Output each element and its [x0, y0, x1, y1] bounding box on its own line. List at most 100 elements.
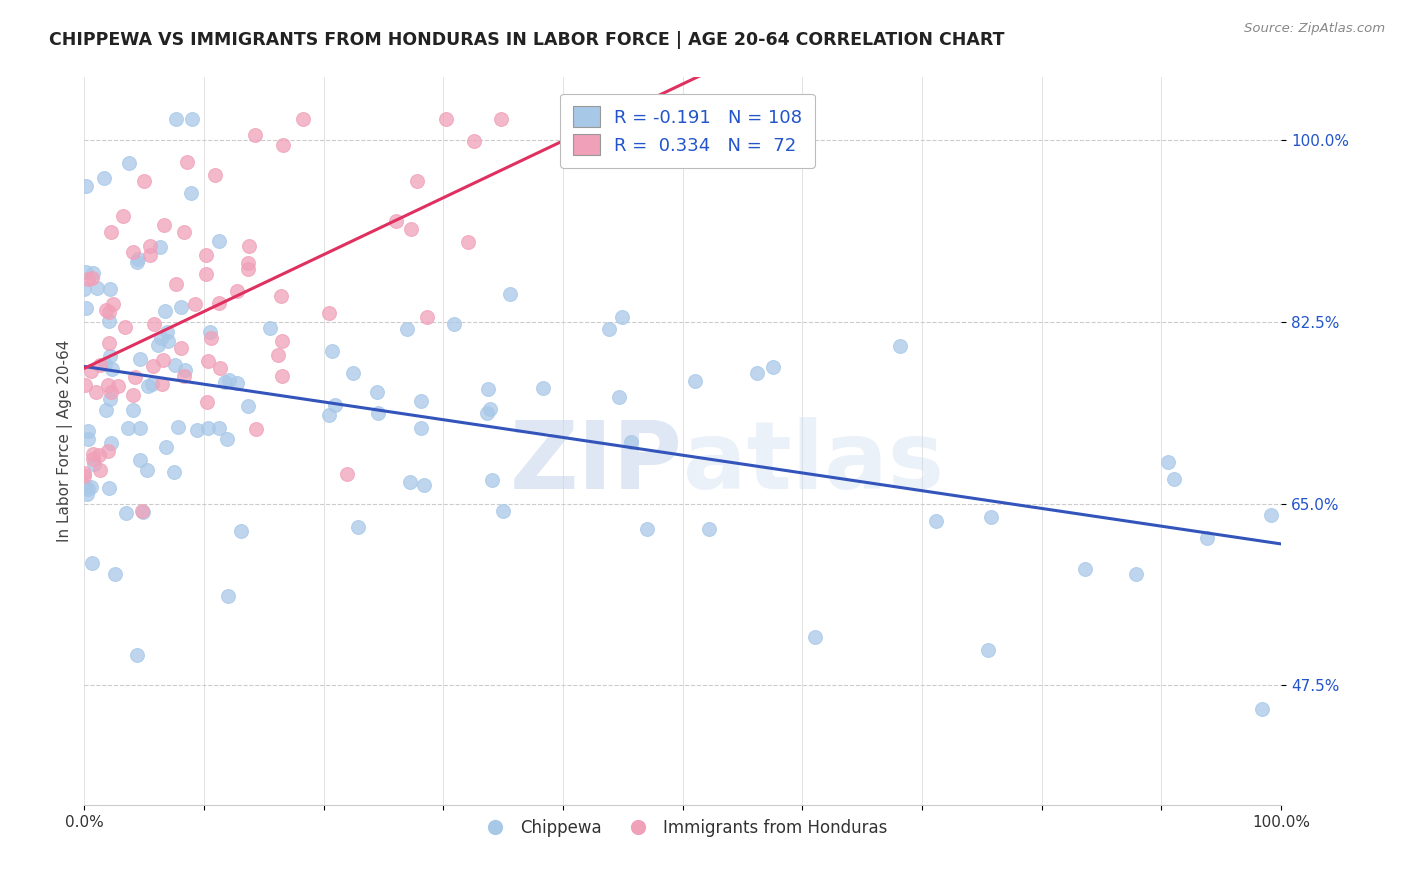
Point: [1260, 508, 1282, 522]
Point: [475, 406, 498, 420]
Point: [259, 321, 281, 335]
Point: [98, 304, 121, 318]
Point: [1125, 567, 1147, 582]
Point: [1195, 531, 1218, 545]
Point: [139, 238, 162, 252]
Point: [111, 209, 134, 223]
Point: [100, 436, 122, 450]
Point: [98, 349, 121, 363]
Point: [197, 421, 219, 435]
Point: [173, 363, 195, 377]
Point: [82, 266, 104, 280]
Point: [124, 370, 146, 384]
Point: [165, 112, 187, 126]
Point: [186, 423, 208, 437]
Point: [75, 301, 97, 315]
Point: [292, 112, 315, 126]
Point: [1163, 472, 1185, 486]
Point: [122, 244, 145, 259]
Point: [267, 348, 290, 362]
Point: [214, 375, 236, 389]
Point: [620, 435, 643, 450]
Point: [697, 522, 720, 536]
Point: [131, 505, 153, 519]
Point: [318, 306, 340, 320]
Point: [135, 463, 157, 477]
Point: [195, 267, 218, 281]
Point: [197, 394, 219, 409]
Point: [73, 479, 96, 493]
Point: [150, 331, 173, 345]
Point: [122, 403, 145, 417]
Point: [118, 155, 141, 169]
Point: [132, 174, 155, 188]
Point: [129, 351, 152, 366]
Point: [148, 240, 170, 254]
Point: [889, 339, 911, 353]
Text: CHIPPEWA VS IMMIGRANTS FROM HONDURAS IN LABOR FORCE | AGE 20-64 CORRELATION CHAR: CHIPPEWA VS IMMIGRANTS FROM HONDURAS IN …: [49, 31, 1005, 49]
Point: [94, 302, 117, 317]
Point: [1157, 455, 1180, 469]
Point: [245, 422, 267, 436]
Point: [89, 463, 111, 477]
Point: [97, 378, 120, 392]
Point: [980, 510, 1002, 524]
Point: [165, 277, 187, 291]
Point: [114, 319, 136, 334]
Point: [413, 477, 436, 491]
Point: [531, 381, 554, 395]
Point: [226, 376, 249, 390]
Point: [129, 453, 152, 467]
Point: [492, 504, 515, 518]
Text: ZIP: ZIP: [510, 417, 683, 509]
Point: [176, 155, 198, 169]
Point: [208, 296, 231, 310]
Point: [347, 520, 370, 534]
Point: [101, 361, 124, 376]
Point: [82, 451, 104, 466]
Point: [86, 281, 108, 295]
Point: [97, 481, 120, 495]
Point: [125, 648, 148, 662]
Point: [77, 482, 100, 496]
Point: [89, 359, 111, 373]
Point: [231, 524, 253, 538]
Point: [80, 364, 103, 378]
Point: [142, 359, 165, 374]
Point: [598, 321, 620, 335]
Point: [163, 465, 186, 479]
Point: [143, 318, 166, 332]
Point: [489, 112, 512, 127]
Point: [180, 186, 202, 201]
Point: [157, 334, 180, 348]
Point: [125, 255, 148, 269]
Point: [399, 222, 422, 236]
Point: [336, 467, 359, 481]
Point: [366, 385, 388, 400]
Point: [607, 390, 630, 404]
Point: [167, 420, 190, 434]
Point: [399, 475, 422, 490]
Point: [384, 214, 406, 228]
Point: [73, 469, 96, 483]
Text: Source: ZipAtlas.com: Source: ZipAtlas.com: [1244, 22, 1385, 36]
Point: [80, 480, 103, 494]
Point: [215, 432, 238, 446]
Point: [155, 440, 177, 454]
Point: [498, 287, 520, 301]
Point: [636, 523, 658, 537]
Point: [208, 234, 231, 248]
Point: [76, 487, 98, 501]
Point: [477, 382, 499, 396]
Point: [100, 225, 122, 239]
Point: [82, 556, 104, 570]
Point: [762, 360, 785, 375]
Point: [1074, 562, 1097, 576]
Point: [236, 400, 259, 414]
Point: [238, 256, 260, 270]
Point: [218, 373, 240, 387]
Point: [141, 377, 163, 392]
Point: [318, 408, 340, 422]
Point: [138, 379, 160, 393]
Point: [75, 179, 97, 194]
